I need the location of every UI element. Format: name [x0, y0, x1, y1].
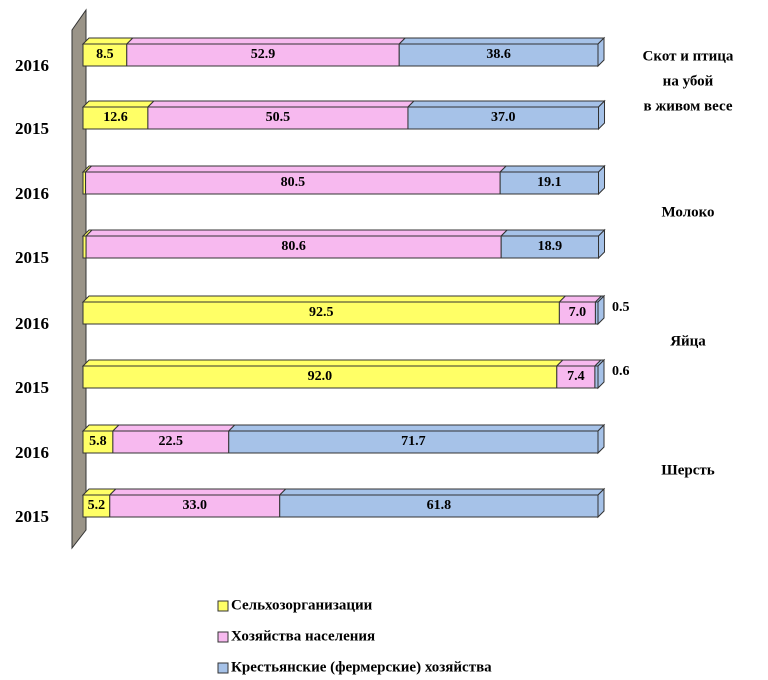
data-label: 7.0	[569, 305, 587, 320]
bar-side	[597, 358, 605, 390]
bar-side	[597, 36, 605, 68]
legend-label: Хозяйства населения	[231, 628, 375, 644]
bar-side	[598, 164, 606, 196]
data-label: 7.4	[567, 369, 585, 384]
data-label: 18.9	[538, 239, 563, 254]
bar-top	[108, 488, 287, 496]
bar-side	[597, 294, 605, 326]
bar	[593, 358, 606, 390]
data-label: 5.8	[89, 434, 107, 449]
data-label: 22.5	[159, 434, 184, 449]
chart-wall	[71, 8, 87, 550]
bar-top	[498, 165, 606, 173]
bar-top	[81, 295, 567, 303]
data-label: 12.6	[103, 110, 128, 125]
bar-top	[278, 488, 606, 496]
bar-top	[81, 100, 156, 108]
bar-top	[558, 295, 603, 303]
bar-top	[81, 359, 565, 367]
data-label: 92.0	[308, 369, 333, 384]
bar-side	[597, 487, 605, 519]
bar-top	[146, 100, 416, 108]
bar	[227, 423, 606, 455]
y-tick-label: 2016	[15, 443, 49, 462]
bar	[499, 228, 606, 260]
legend-swatch	[217, 631, 229, 643]
data-label: 5.2	[88, 498, 106, 513]
y-tick-label: 2015	[15, 248, 49, 267]
bar-side	[598, 99, 606, 131]
data-label: 19.1	[537, 175, 562, 190]
data-label: 0.6	[612, 364, 630, 379]
bar	[498, 164, 606, 196]
legend-swatch	[217, 662, 229, 674]
y-tick-label: 2015	[15, 378, 49, 397]
group-label: Молоко	[661, 204, 714, 220]
bar-top	[84, 229, 509, 237]
bar	[558, 295, 603, 325]
group-label: на убой	[663, 73, 714, 89]
bar-top	[398, 37, 606, 45]
data-label: 37.0	[491, 110, 516, 125]
legend-label: Крестьянские (фермерские) хозяйства	[231, 659, 492, 675]
data-label: 80.6	[281, 239, 306, 254]
group-label: в живом весе	[644, 98, 733, 114]
group-label: Скот и птица	[643, 48, 734, 64]
bar	[81, 295, 567, 325]
data-label: 50.5	[266, 110, 291, 125]
bar	[81, 424, 121, 454]
y-tick-label: 2016	[15, 56, 49, 75]
bar-top	[227, 424, 606, 432]
bar	[84, 229, 509, 259]
bar-top	[84, 165, 508, 173]
data-label: 71.7	[401, 434, 426, 449]
data-label: 0.5	[612, 300, 630, 315]
group-label: Шерсть	[661, 462, 714, 478]
bar-top	[125, 37, 407, 45]
bar	[278, 487, 606, 519]
group-label: Яйца	[670, 333, 706, 349]
y-tick-label: 2015	[15, 507, 49, 526]
bar-top	[499, 229, 606, 237]
legend-swatch	[217, 600, 229, 612]
legend-label: Сельхозорганизации	[231, 597, 373, 613]
bar	[125, 37, 407, 67]
bar-top	[555, 359, 603, 367]
data-label: 61.8	[427, 498, 452, 513]
data-label: 92.5	[309, 305, 334, 320]
bar-side	[598, 228, 606, 260]
data-label: 8.5	[96, 47, 114, 62]
data-label: 38.6	[486, 47, 511, 62]
bar	[594, 294, 606, 326]
y-tick-label: 2016	[15, 184, 49, 203]
bar	[555, 359, 603, 389]
data-label: 33.0	[183, 498, 208, 513]
y-tick-label: 2015	[15, 119, 49, 138]
bar	[406, 99, 606, 131]
y-tick-label: 2016	[15, 314, 49, 333]
bar-top	[81, 37, 134, 45]
data-label: 80.5	[281, 175, 306, 190]
bar-top	[406, 100, 606, 108]
bar-side	[597, 423, 605, 455]
bar-top	[111, 424, 236, 432]
bar	[81, 37, 134, 67]
bar	[111, 424, 236, 454]
bar	[398, 36, 606, 68]
data-label: 52.9	[251, 47, 276, 62]
